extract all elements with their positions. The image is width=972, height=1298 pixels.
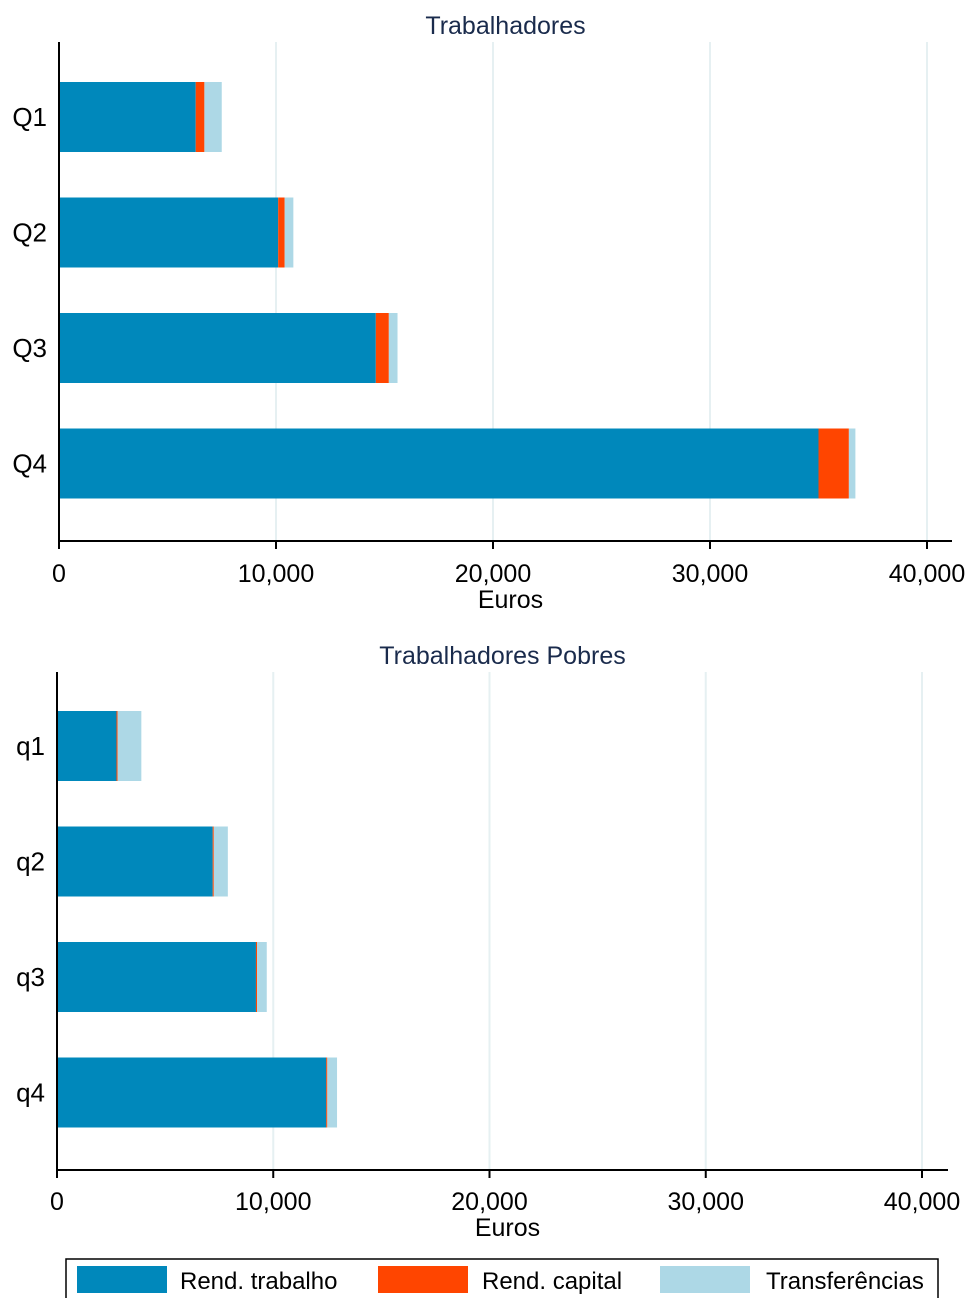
bar-q1-rend-capital <box>195 82 205 152</box>
bar-q3-rend-trabalho <box>59 313 376 383</box>
bar-q3-transferencias <box>388 313 398 383</box>
bar-q4-transferencias <box>327 1057 338 1128</box>
legend-label-rend-capital: Rend. capital <box>482 1268 622 1295</box>
legend-swatch-rend-capital <box>378 1266 468 1293</box>
chart-panel-trabalhadores: Trabalhadores Q1 Q2 Q3 Q4 0 10,000 20,000 30,000… <box>12 12 965 614</box>
bar-q2-rend-trabalho <box>57 826 213 897</box>
bar-q3-rend-capital <box>375 313 389 383</box>
category-label-q4: Q4 <box>12 449 47 479</box>
x-tick-label-0: 0 <box>52 560 66 588</box>
x-axis-label: Euros <box>478 586 543 614</box>
bar-q2-rend-capital <box>212 826 214 897</box>
x-tick-label-0: 0 <box>50 1188 64 1216</box>
x-tick-label-40-000: 40,000 <box>889 560 965 588</box>
chart-panel-trabalhadores-pobres: Trabalhadores Pobres q1 q2 q3 q4 0 10,000 20,00… <box>16 642 960 1242</box>
category-label-q3: q3 <box>16 962 45 992</box>
legend: Rend. trabalho Rend. capital Transferência… <box>65 1258 939 1298</box>
category-label-q3: Q3 <box>12 333 47 363</box>
x-tick-label-10-000: 10,000 <box>238 560 314 588</box>
bar-q4-rend-trabalho <box>59 428 819 499</box>
bar-q2-transferencias <box>213 826 228 897</box>
chart-title: Trabalhadores Pobres <box>379 642 625 670</box>
bar-q3-rend-trabalho <box>57 942 256 1012</box>
bar-q4-rend-capital <box>818 428 849 499</box>
category-label-q2: Q2 <box>12 218 47 248</box>
chart-title: Trabalhadores <box>425 12 585 40</box>
x-axis-label: Euros <box>475 1214 540 1242</box>
x-tick-label-30-000: 30,000 <box>668 1188 744 1216</box>
bar-q1-rend-trabalho <box>59 82 196 152</box>
legend-swatch-rend-trabalho <box>77 1266 167 1293</box>
legend-label-rend-trabalho: Rend. trabalho <box>180 1268 337 1295</box>
x-tick-label-20-000: 20,000 <box>451 1188 527 1216</box>
bar-q2-transferencias <box>284 197 294 268</box>
category-label-q1: q1 <box>16 731 45 761</box>
bar-q3-transferencias <box>257 942 267 1012</box>
bar-q2-rend-trabalho <box>59 197 279 268</box>
bar-q1-rend-trabalho <box>57 711 117 781</box>
bar-q3-rend-capital <box>255 942 258 1012</box>
category-label-q4: q4 <box>16 1078 45 1108</box>
legend-swatch-transferencias <box>660 1266 750 1293</box>
legend-box <box>65 1258 939 1298</box>
bar-q4-rend-capital <box>326 1057 328 1128</box>
bar-q1-transferencias <box>204 82 222 152</box>
bar-q1-transferencias <box>117 711 142 781</box>
bar-q4-rend-trabalho <box>57 1057 327 1128</box>
x-tick-label-20-000: 20,000 <box>455 560 531 588</box>
category-label-q1: Q1 <box>12 102 47 132</box>
x-tick-label-30-000: 30,000 <box>672 560 748 588</box>
category-label-q2: q2 <box>16 847 45 877</box>
legend-label-transferencias: Transferências <box>766 1268 924 1295</box>
bar-q2-rend-capital <box>278 197 285 268</box>
x-tick-label-40-000: 40,000 <box>884 1188 960 1216</box>
bar-q4-transferencias <box>848 428 856 499</box>
bar-q1-rend-capital <box>116 711 118 781</box>
x-tick-label-10-000: 10,000 <box>235 1188 311 1216</box>
